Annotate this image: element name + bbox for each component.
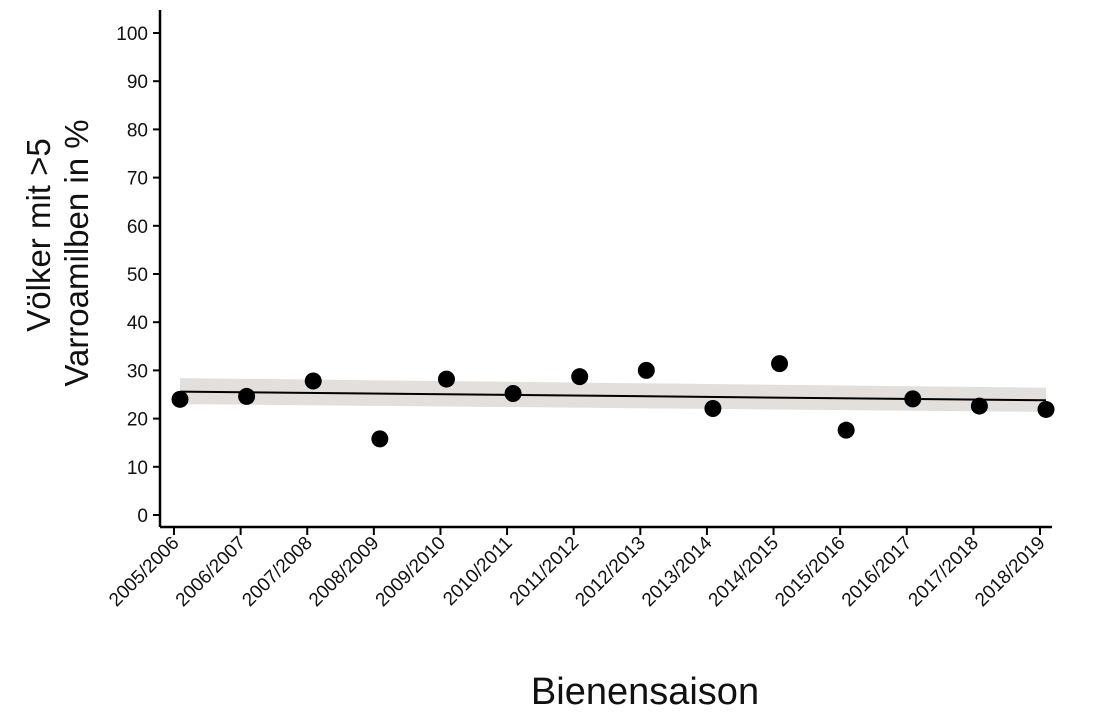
- data-point: [504, 385, 522, 403]
- y-tick-label: 50: [127, 265, 148, 286]
- y-tick-label: 60: [127, 217, 148, 238]
- x-tick-label: 2005/2006: [105, 533, 183, 611]
- data-point: [704, 399, 722, 417]
- y-axis-title-line-1: Völker mit >5: [20, 138, 57, 332]
- x-tick-label: 2018/2019: [971, 533, 1049, 611]
- y-tick-label: 0: [137, 506, 148, 527]
- data-point: [837, 421, 855, 439]
- axes: [153, 10, 1052, 535]
- x-tick-label: 2015/2016: [771, 533, 849, 611]
- x-tick-label: 2014/2015: [705, 533, 783, 611]
- x-tick-label: 2007/2008: [238, 533, 316, 611]
- x-tick-label: 2012/2013: [571, 533, 649, 611]
- y-tick-label: 40: [127, 313, 148, 334]
- x-tick-label: 2006/2007: [172, 533, 250, 611]
- data-point: [771, 355, 789, 373]
- trend-line: [179, 390, 1047, 402]
- data-point: [304, 372, 322, 390]
- data-point: [437, 370, 455, 388]
- y-tick-label: 90: [127, 72, 148, 93]
- x-tick-label: 2013/2014: [638, 532, 717, 611]
- y-tick-label: 80: [127, 120, 148, 141]
- y-tick-label: 30: [127, 361, 148, 382]
- y-tick-label: 100: [116, 24, 148, 45]
- y-tick-label: 20: [127, 410, 148, 431]
- data-point: [171, 390, 189, 408]
- data-point: [371, 430, 389, 448]
- x-tick-label: 2017/2018: [905, 533, 983, 611]
- x-tick-label: 2008/2009: [305, 533, 383, 611]
- trend-line-layer: [179, 390, 1047, 402]
- x-tick-label: 2010/2011: [439, 533, 516, 610]
- data-point: [637, 361, 655, 379]
- data-point: [238, 387, 256, 405]
- data-point: [571, 368, 589, 386]
- data-point: [904, 390, 922, 408]
- data-points: [171, 355, 1055, 448]
- x-tick-label: 2016/2017: [838, 533, 916, 611]
- data-point: [970, 397, 988, 415]
- x-axis-title: Bienensaison: [531, 671, 759, 713]
- y-axis-title-line-2: Varroamilben in %: [58, 119, 95, 386]
- x-tick-label: 2009/2010: [372, 533, 450, 611]
- data-point: [1037, 400, 1055, 418]
- y-tick-label: 70: [127, 169, 148, 190]
- y-tick-label: 10: [127, 458, 148, 479]
- x-tick-label: 2011/2012: [506, 533, 583, 610]
- x-tick-labels: 2005/20062006/20072007/20082008/20092009…: [105, 532, 1049, 611]
- y-tick-labels: 0 10 20 30 40 50 60 70 80 90 100: [116, 24, 148, 527]
